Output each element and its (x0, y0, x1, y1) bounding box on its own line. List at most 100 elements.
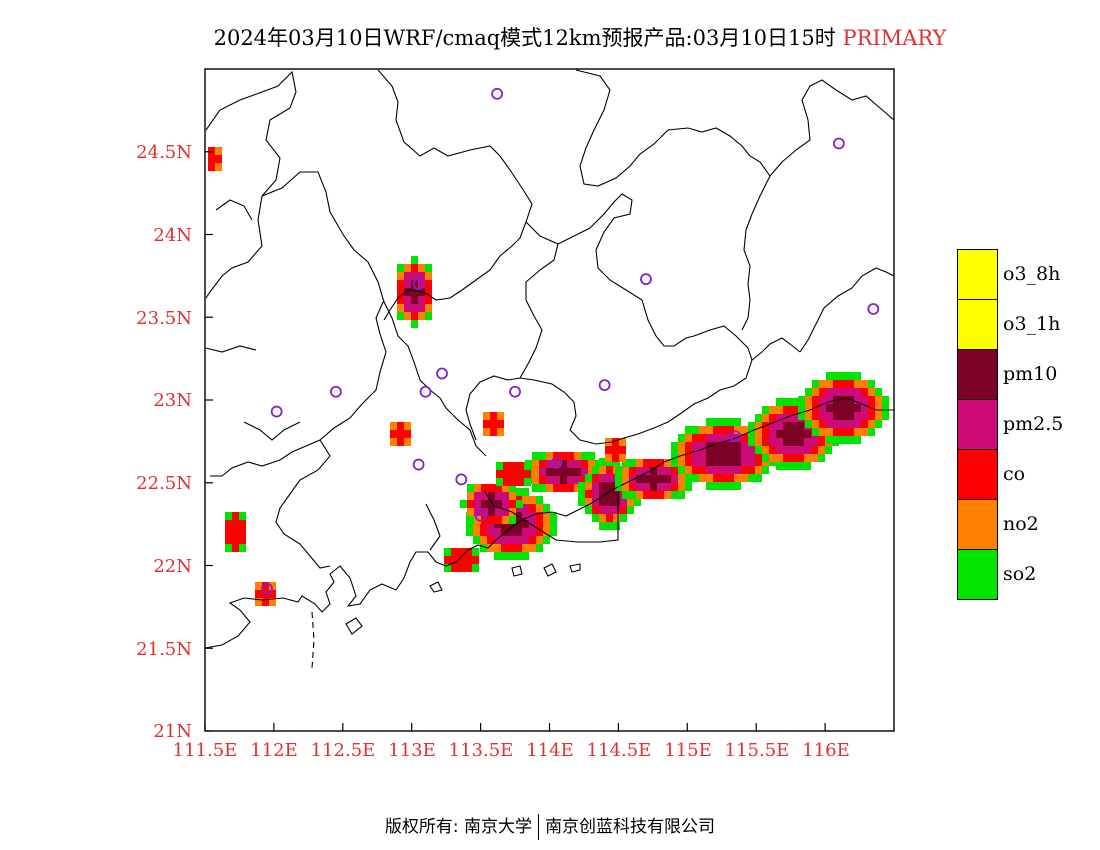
grid-cell-co (232, 536, 239, 544)
grid-cell-co (553, 452, 560, 460)
grid-cell-pm10 (734, 450, 741, 458)
grid-cell-pm25 (636, 467, 643, 475)
grid-cell-so2 (833, 372, 840, 380)
boundary-11 (483, 489, 619, 543)
grid-cell-no2 (522, 496, 529, 504)
station-marker (509, 385, 521, 398)
grid-cell-so2 (592, 514, 599, 522)
grid-cell-pm25 (840, 388, 847, 396)
legend-item-co: co (957, 449, 1097, 500)
grid-cell-no2 (532, 468, 539, 476)
grid-cell-so2 (592, 466, 599, 474)
grid-cell-pm10 (833, 412, 840, 420)
grid-cell-so2 (225, 544, 232, 552)
grid-cell-no2 (397, 272, 404, 280)
grid-cell-co (208, 155, 215, 163)
grid-cell-pm10 (797, 430, 804, 438)
grid-cell-pm25 (811, 438, 818, 446)
grid-cell-so2 (882, 396, 889, 404)
grid-cell-co (818, 438, 825, 446)
boundary-5 (525, 193, 801, 361)
boundary-12 (425, 503, 441, 551)
grid-cell-pm25 (529, 528, 536, 536)
grid-cell-so2 (508, 552, 515, 560)
grid-cell-co (606, 466, 613, 474)
grid-cell-pm25 (797, 446, 804, 454)
grid-cell-pm10 (404, 288, 411, 296)
grid-cell-co (488, 516, 495, 524)
grid-cell-so2 (515, 552, 522, 560)
grid-cell-co (465, 548, 472, 556)
grid-cell-no2 (619, 454, 626, 462)
grid-cell-pm25 (599, 506, 606, 514)
grid-cell-pm10 (797, 422, 804, 430)
grid-cell-so2 (692, 474, 699, 482)
grid-cell-so2 (713, 482, 720, 490)
grid-cell-no2 (390, 438, 397, 446)
grid-cell-so2 (622, 491, 629, 499)
grid-cell-no2 (805, 412, 812, 420)
legend-swatch (957, 449, 998, 500)
grid-cell-pm10 (727, 458, 734, 466)
grid-cell-co (727, 426, 734, 434)
grid-cell-no2 (826, 428, 833, 436)
grid-cell-co (458, 564, 465, 572)
grid-cell-no2 (473, 528, 480, 536)
grid-cell-so2 (536, 496, 543, 504)
grid-cell-pm25 (474, 500, 481, 508)
grid-cell-pm25 (606, 474, 613, 482)
grid-cell-so2 (805, 388, 812, 396)
grid-cell-no2 (678, 450, 685, 458)
grid-cell-so2 (685, 474, 692, 482)
footer-separator (538, 814, 540, 840)
title-text: 2024年03月10日WRF/cmaq模式12km预报产品:03月10日15时 (213, 26, 836, 50)
grid-cell-co (868, 396, 875, 404)
grid-cell-pm25 (404, 296, 411, 304)
grid-cell-no2 (585, 498, 592, 506)
grid-cell-no2 (805, 404, 812, 412)
grid-cell-so2 (790, 462, 797, 470)
grid-cell-pm10 (613, 490, 620, 498)
grid-cell-pm25 (581, 468, 588, 476)
boundary-4 (377, 69, 533, 321)
grid-cell-pm10 (411, 296, 418, 304)
grid-cell-no2 (599, 466, 606, 474)
grid-cell-no2 (404, 312, 411, 320)
grid-cell-pm25 (692, 442, 699, 450)
grid-cell-co (762, 430, 769, 438)
grid-cell-co (833, 380, 840, 388)
grid-cell-pm10 (567, 468, 574, 476)
grid-cell-pm25 (539, 468, 546, 476)
grid-cell-co (411, 264, 418, 272)
lon-label-115: 115E (664, 740, 712, 761)
grid-cell-co (488, 484, 495, 492)
grid-cell-so2 (543, 504, 550, 512)
grid-cell-so2 (494, 552, 501, 560)
grid-cell-co (840, 380, 847, 388)
grid-cell-no2 (627, 498, 634, 506)
station-marker (436, 367, 448, 380)
grid-cell-so2 (595, 460, 602, 468)
grid-cell-co (567, 452, 574, 460)
grid-cell-so2 (748, 430, 755, 438)
grid-cell-no2 (467, 508, 474, 516)
grid-cell-co (490, 412, 497, 420)
grid-cell-pm25 (854, 412, 861, 420)
grid-cell-pm25 (553, 460, 560, 468)
grid-cell-so2 (411, 256, 418, 264)
grid-cell-pm25 (502, 500, 509, 508)
lon-label-111-5: 111.5E (172, 740, 238, 761)
grid-cell-co (868, 412, 875, 420)
grid-cell-pm10 (713, 458, 720, 466)
grid-cell-so2 (868, 380, 875, 388)
grid-cell-pm25 (720, 466, 727, 474)
grid-cell-co (713, 426, 720, 434)
grid-cell-so2 (613, 522, 620, 530)
grid-cell-co (812, 412, 819, 420)
grid-cell-co (510, 470, 517, 478)
grid-cell-co (847, 428, 854, 436)
grid-cell-so2 (550, 512, 557, 520)
grid-cell-no2 (819, 380, 826, 388)
grid-cell-so2 (671, 442, 678, 450)
grid-cell-so2 (706, 418, 713, 426)
